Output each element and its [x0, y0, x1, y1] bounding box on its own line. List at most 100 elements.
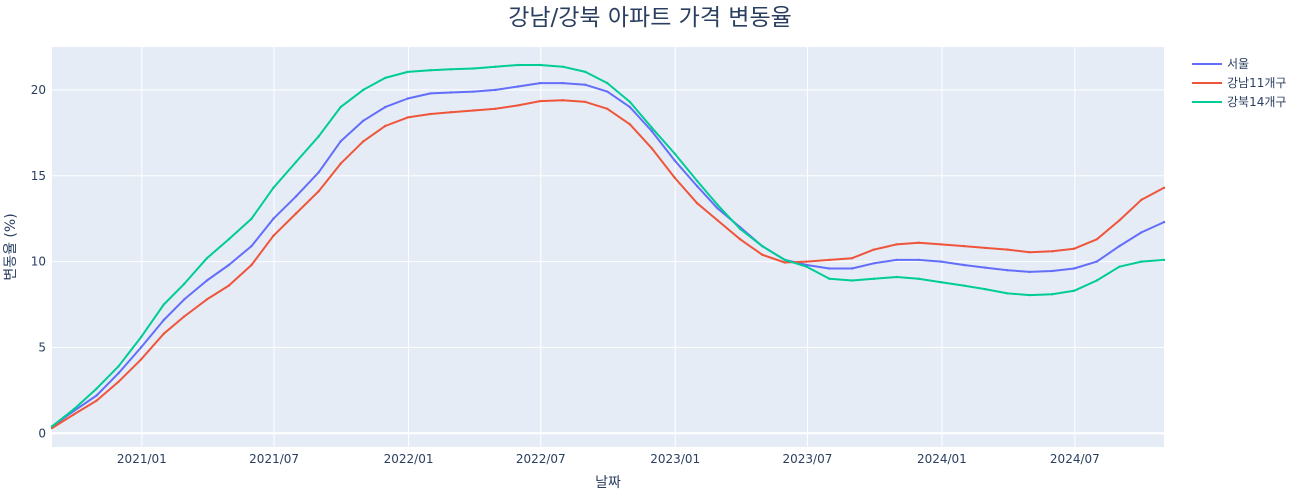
data-point [294, 195, 298, 198]
legend-label: 강남11개구 [1227, 76, 1286, 90]
data-point [1095, 238, 1099, 241]
data-point [1118, 244, 1121, 248]
data-point [449, 68, 453, 71]
data-point [516, 104, 520, 107]
data-point [95, 394, 98, 397]
data-point [1162, 186, 1166, 189]
data-point [317, 190, 320, 193]
data-point [940, 281, 943, 284]
data-point [317, 135, 320, 138]
data-point [805, 260, 808, 263]
data-point [1006, 269, 1009, 272]
x-axis-ticks: 2021/01 2021/07 2022/01 2022/07 2023/01 2023/… [117, 452, 1100, 466]
legend-item[interactable]: 서울 [1192, 57, 1249, 71]
data-point [205, 298, 209, 301]
data-point [139, 346, 143, 349]
data-point [739, 227, 742, 231]
data-point [828, 267, 831, 270]
data-point [339, 140, 342, 143]
data-point [561, 81, 564, 85]
data-point [917, 277, 920, 280]
data-point [472, 67, 475, 70]
y-axis-title: 변동율 (%) [3, 213, 19, 280]
data-point [895, 258, 898, 262]
data-point [761, 253, 764, 256]
data-point [805, 265, 808, 268]
data-point [1095, 260, 1099, 263]
data-point [250, 217, 253, 220]
data-point [494, 88, 497, 92]
data-point [962, 284, 965, 287]
data-point [272, 234, 275, 237]
data-point [673, 176, 676, 179]
data-point [250, 263, 253, 267]
data-point [1028, 270, 1031, 274]
data-point [628, 123, 632, 126]
data-point [739, 238, 742, 241]
legend-item[interactable]: 강남11개구 [1192, 76, 1286, 90]
data-point [183, 315, 186, 318]
data-point [429, 69, 432, 72]
data-point [584, 100, 587, 104]
data-point [494, 65, 497, 68]
data-point [1118, 219, 1121, 222]
data-point [1095, 279, 1099, 282]
data-point [406, 70, 409, 74]
data-point [584, 70, 587, 74]
data-point [716, 203, 719, 207]
data-point [1051, 293, 1054, 296]
data-point [362, 119, 365, 123]
y-tick-label: 15 [31, 169, 46, 183]
data-point [1051, 269, 1054, 273]
data-point [606, 90, 609, 93]
data-point [294, 212, 298, 215]
data-point [895, 275, 898, 279]
data-point [695, 179, 699, 183]
data-point [162, 318, 165, 322]
x-tick-label: 2024/07 [1050, 452, 1100, 466]
x-tick-label: 2022/01 [384, 452, 434, 466]
data-point [384, 105, 387, 109]
data-point [449, 91, 453, 94]
data-point [227, 284, 230, 287]
data-point [538, 99, 542, 103]
data-point [162, 332, 165, 335]
legend-label: 서울 [1227, 57, 1249, 71]
data-point [72, 408, 76, 411]
data-point [1140, 231, 1143, 234]
data-point [628, 105, 632, 109]
data-point [962, 263, 965, 267]
x-tick-label: 2022/07 [516, 452, 566, 466]
data-point [1006, 248, 1009, 251]
data-point [272, 186, 275, 189]
data-point [1028, 251, 1031, 254]
data-point [183, 282, 186, 286]
data-point [983, 266, 987, 269]
data-point [339, 105, 342, 109]
data-point [205, 279, 209, 282]
data-point [917, 241, 920, 244]
data-point [272, 217, 275, 220]
legend-item[interactable]: 강북14개구 [1192, 95, 1286, 109]
data-point [227, 238, 230, 241]
data-point [783, 261, 786, 264]
data-point [516, 85, 520, 88]
data-point [117, 372, 120, 375]
y-tick-label: 20 [31, 83, 46, 97]
y-axis-ticks: 0 5 10 15 20 [31, 83, 46, 440]
data-point [1006, 292, 1009, 295]
data-point [1140, 260, 1143, 263]
data-point [429, 92, 432, 95]
data-point [472, 109, 475, 112]
data-point [449, 111, 453, 114]
data-point [584, 83, 587, 87]
data-point [1140, 198, 1143, 201]
data-point [850, 257, 854, 260]
data-point [294, 160, 298, 164]
data-point [917, 258, 920, 262]
data-point [72, 413, 76, 416]
data-point [117, 365, 120, 368]
data-point [872, 248, 876, 251]
data-point [716, 207, 719, 210]
